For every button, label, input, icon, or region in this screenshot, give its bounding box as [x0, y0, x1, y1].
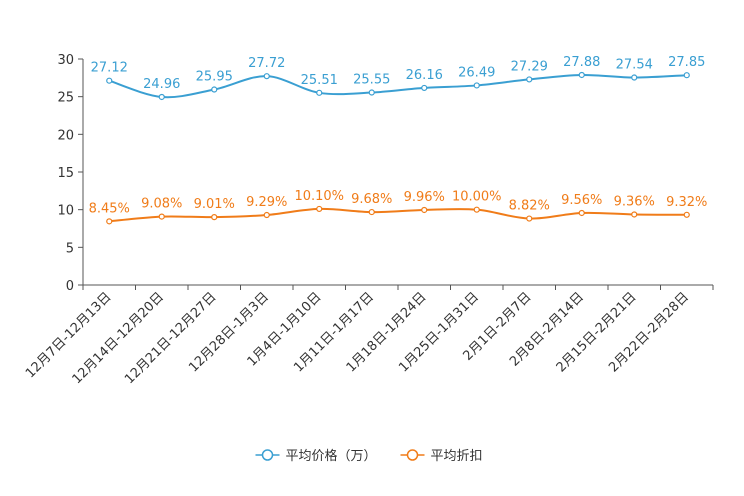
data-label: 27.88	[563, 55, 600, 70]
data-point[interactable]	[316, 89, 323, 96]
data-label: 27.12	[91, 61, 128, 76]
y-tick-label: 0	[66, 279, 74, 294]
data-point[interactable]	[106, 218, 113, 225]
data-point[interactable]	[473, 82, 480, 89]
data-label: 27.29	[511, 59, 548, 74]
data-label: 25.55	[353, 73, 390, 88]
data-label: 27.85	[668, 55, 705, 70]
data-point[interactable]	[631, 74, 638, 81]
data-label: 9.01%	[194, 197, 235, 212]
data-point[interactable]	[421, 84, 428, 92]
data-point[interactable]	[158, 93, 165, 101]
data-point[interactable]	[211, 86, 218, 93]
data-point[interactable]	[263, 73, 270, 80]
legend-marker-icon	[261, 449, 274, 461]
data-point[interactable]	[526, 76, 533, 83]
y-tick-label: 5	[66, 241, 74, 256]
data-label: 25.95	[196, 70, 233, 85]
series-2: 8.45% 9.08% 9.01% 9.29% 10.10% 9.68% 9.96% 10.0…	[89, 189, 707, 225]
legend-item-2[interactable]: 平均折扣	[400, 449, 483, 464]
series-1: 27.12 24.96 25.95 27.72 25.51 25.55 26.16 26.49…	[91, 55, 705, 101]
data-point[interactable]	[106, 77, 113, 84]
x-tick-label: 12月21日-12月27日	[122, 290, 219, 387]
data-label: 25.51	[301, 73, 338, 88]
x-tick-label: 12月7日-12月13日	[23, 290, 115, 382]
legend[interactable]: 平均价格（万） 平均折扣	[255, 448, 483, 464]
legend-label: 平均价格（万）	[286, 448, 377, 464]
data-label: 9.08%	[141, 197, 182, 212]
data-point[interactable]	[368, 208, 375, 216]
data-point[interactable]	[631, 211, 638, 218]
series-layer: 27.12 24.96 25.95 27.72 25.51 25.55 26.16 26.49…	[89, 55, 707, 225]
data-point[interactable]	[263, 211, 270, 219]
y-tick-label: 25	[57, 91, 74, 106]
series-line	[109, 207, 687, 223]
x-tick-label: 12月14日-12月20日	[70, 290, 167, 387]
data-point[interactable]	[683, 211, 690, 218]
legend-item-1[interactable]: 平均价格（万）	[255, 448, 377, 464]
data-label: 8.45%	[89, 201, 130, 216]
data-point[interactable]	[316, 205, 323, 213]
y-tick-label: 30	[57, 53, 74, 68]
data-point[interactable]	[158, 213, 165, 220]
data-point[interactable]	[421, 206, 428, 214]
data-label: 9.29%	[246, 195, 287, 210]
data-label: 26.49	[458, 65, 495, 80]
data-label: 27.54	[616, 58, 653, 73]
legend-label: 平均折扣	[431, 449, 483, 464]
data-label: 9.36%	[614, 194, 655, 209]
legend-marker-icon	[406, 449, 419, 461]
data-point[interactable]	[578, 71, 585, 79]
data-label: 8.82%	[509, 199, 550, 214]
data-point[interactable]	[211, 214, 218, 221]
y-tick-label: 10	[57, 204, 74, 219]
data-point[interactable]	[368, 89, 375, 96]
data-label: 24.96	[143, 77, 180, 92]
data-label: 26.16	[406, 68, 443, 83]
data-label: 9.32%	[666, 195, 707, 210]
data-label: 9.56%	[561, 193, 602, 208]
data-label: 27.72	[248, 56, 285, 71]
series-line	[108, 73, 687, 99]
data-label: 9.68%	[351, 192, 392, 207]
data-label: 9.96%	[404, 190, 445, 205]
data-label: 10.00%	[452, 190, 502, 205]
y-tick-label: 15	[57, 166, 74, 181]
data-point[interactable]	[473, 206, 480, 213]
y-tick-label: 20	[57, 128, 74, 143]
data-point[interactable]	[683, 72, 690, 79]
data-point[interactable]	[578, 209, 585, 217]
data-point[interactable]	[526, 215, 533, 222]
data-label: 10.10%	[294, 189, 344, 204]
